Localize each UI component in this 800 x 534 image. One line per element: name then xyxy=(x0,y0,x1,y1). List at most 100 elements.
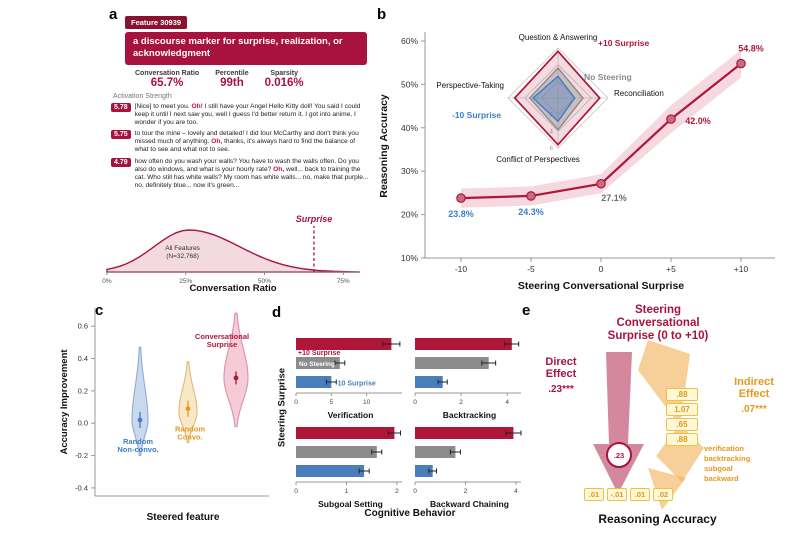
x-tick: 2 xyxy=(464,488,468,495)
bar xyxy=(296,427,395,439)
indirect-effect-label: Indirect Effect xyxy=(734,376,774,401)
point-label: 23.8% xyxy=(448,209,474,219)
x-tick: 0% xyxy=(102,278,112,285)
path-coefficient-circle: .23 xyxy=(606,442,632,468)
x-axis-label: Steered feature xyxy=(147,512,220,523)
y-tick: 50% xyxy=(401,79,418,89)
bar-chart-svg: 0 1 2 xyxy=(294,427,402,495)
mediator-name: subgoal xyxy=(704,464,733,474)
mediator-name: verification xyxy=(704,444,745,453)
x-tick: -5 xyxy=(527,264,535,274)
radar-axis-label: Perspective-Taking xyxy=(436,81,504,90)
bar-chart-title: Backward Chaining xyxy=(430,499,509,509)
panel-d-label: d xyxy=(272,304,282,321)
bar xyxy=(296,376,332,388)
violin-label: Random xyxy=(123,437,153,446)
bar-chart-svg: 0 5 10 +10 Surprise No Steering -10 Surprise xyxy=(294,338,402,406)
point-label: 54.8% xyxy=(738,44,764,54)
x-tick: +5 xyxy=(666,264,676,274)
coef-box: -.01 xyxy=(607,488,627,501)
radar-legend: No Steering xyxy=(584,72,632,82)
violin-label: Non-convo. xyxy=(117,445,158,454)
confidence-band xyxy=(461,49,741,208)
x-tick: 1 xyxy=(345,488,349,495)
data-point xyxy=(456,193,466,203)
x-tick: 4 xyxy=(514,488,518,495)
y-axis-label: Accuracy Improvement xyxy=(59,349,70,455)
x-tick: 50% xyxy=(258,278,271,285)
violin-label: Convo. xyxy=(177,432,202,441)
data-point xyxy=(666,114,676,124)
y-tick: -0.4 xyxy=(75,483,88,492)
panel-a: a Feature 30939 a discourse marker for s… xyxy=(95,6,375,298)
x-tick: 75% xyxy=(337,278,350,285)
panel-a-content: Feature 30939 a discourse marker for sur… xyxy=(111,12,371,194)
x-tick: 5 xyxy=(330,399,334,406)
radar-legend: +10 Surprise xyxy=(598,38,650,48)
data-point xyxy=(736,58,746,69)
radar-series xyxy=(513,50,601,146)
x-axis-label: Conversation Ratio xyxy=(189,283,276,294)
x-tick: 0 xyxy=(413,399,417,406)
coef-box: .65 xyxy=(666,418,698,431)
radar-ring xyxy=(524,64,592,132)
annotation: (N=32,768) xyxy=(166,253,199,260)
coef-box: .01 xyxy=(584,488,604,501)
stat-value: 65.7% xyxy=(150,76,184,89)
point-label: 42.0% xyxy=(685,116,711,126)
stat-value: 0.016% xyxy=(264,76,304,89)
y-tick: 0.6 xyxy=(78,322,88,331)
panel-e: e Steering Conversational Surprise (0 to… xyxy=(520,298,795,534)
direct-effect-value: .23*** xyxy=(548,384,574,395)
y-tick: 60% xyxy=(401,36,418,46)
data-point xyxy=(596,178,606,189)
violin-mean-point xyxy=(233,375,239,381)
panel-c: c -0.4 -0.2 0.0 0.2 0.4 0.6 Accuracy Improveme… xyxy=(55,298,273,534)
indirect-effect-value: .07*** xyxy=(741,404,767,415)
example-post: thanks, it's always hard to find the bal… xyxy=(134,138,356,154)
bar-chart-verification: 0 5 10 +10 Surprise No Steering -10 Surprise … xyxy=(294,334,407,420)
stat-label: Conversation Ratio xyxy=(135,69,200,77)
activation-example: 5.75 to tour the mine – lovely and detai… xyxy=(111,130,371,154)
radar-legend: -10 Surprise xyxy=(452,110,501,120)
stat-label: Percentile xyxy=(215,69,249,77)
y-tick: 20% xyxy=(401,210,418,220)
y-axis-label: Reasoning Accuracy xyxy=(378,94,390,198)
feature-stats: Conversation Ratio 65.7% Percentile 99th… xyxy=(135,70,371,89)
activation-score: 5.78 xyxy=(111,102,131,112)
direct-effect-label: Direct Effect xyxy=(545,356,577,381)
example-text: how often do you wash your walls? You ha… xyxy=(135,158,369,190)
x-axis-label: Cognitive Behavior xyxy=(364,508,456,519)
mediation-title: Steering Conversational Surprise (0 to +… xyxy=(607,304,709,343)
example-text: [Nice] to meet you. Oh! I still have you… xyxy=(135,103,369,127)
mediator-names: verification backtracking subgoal backwa… xyxy=(704,444,750,485)
stat-conversation-ratio: Conversation Ratio 65.7% xyxy=(135,70,199,89)
coef-box: 1.07 xyxy=(666,403,698,416)
marker-label: Surprise xyxy=(296,214,333,224)
violin-mean-point xyxy=(137,417,143,423)
density-plot: 0% 25% 50% 75% All Features(N=32,768) Surpris… xyxy=(102,214,360,294)
mediator-name: backward xyxy=(704,474,739,484)
y-tick: 0.0 xyxy=(78,419,88,428)
category-label: +10 Surprise xyxy=(298,350,340,357)
x-tick: 10 xyxy=(363,399,371,406)
category-label: No Steering xyxy=(299,361,335,368)
bar-chart-backtracking: 0 2 4 Backtracking xyxy=(413,334,526,420)
bar xyxy=(296,357,340,369)
bar xyxy=(415,465,433,477)
coef-box: .88 xyxy=(666,388,698,401)
bar xyxy=(296,446,377,458)
data-point xyxy=(526,191,536,201)
y-tick: 0.2 xyxy=(78,386,88,395)
outcome-coefficients: .01 -.01 .01 .02 xyxy=(584,488,673,501)
point-label: 24.3% xyxy=(518,207,544,217)
panel-c-label: c xyxy=(95,302,104,319)
bar-chart-subgoal: 0 1 2 Subgoal Setting xyxy=(294,423,407,509)
radar-ring xyxy=(540,80,576,116)
outcome-label: Reasoning Accuracy xyxy=(598,512,717,526)
y-tick: 0.4 xyxy=(78,354,88,363)
mediator-name: backtracking xyxy=(704,454,751,464)
bar-chart-svg: 0 2 4 xyxy=(413,427,522,495)
violin-shape xyxy=(131,346,149,457)
